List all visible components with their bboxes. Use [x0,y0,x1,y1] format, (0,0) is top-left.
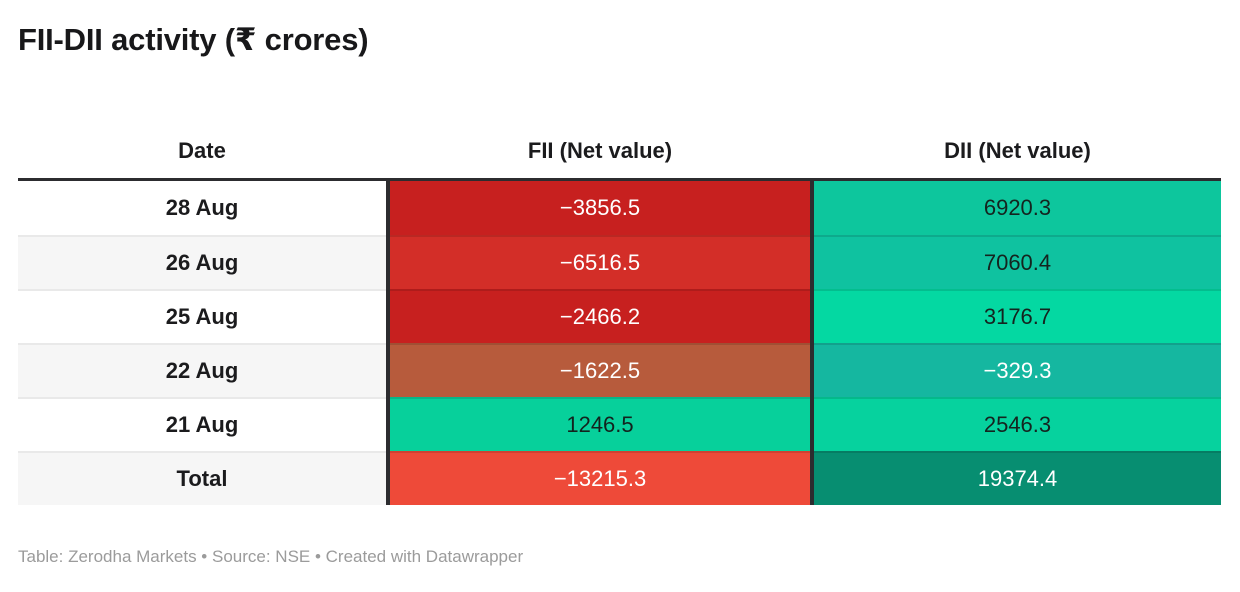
fii-value-cell: 1246.5 [390,397,810,451]
column-separator [810,289,814,343]
column-separator [386,397,390,451]
dii-value-cell: 3176.7 [814,289,1221,343]
dii-value-cell: 6920.3 [814,181,1221,235]
table-row: 26 Aug −6516.5 7060.4 [18,235,1221,289]
dii-value-cell: −329.3 [814,343,1221,397]
column-header-fii: FII (Net value) [527,138,673,163]
fii-value-cell: −13215.3 [390,451,810,505]
fii-value-cell: −3856.5 [390,181,810,235]
chart-title: FII-DII activity (₹ crores) [18,22,369,57]
date-cell: 22 Aug [18,343,386,397]
column-separator [386,289,390,343]
table-row: 28 Aug −3856.5 6920.3 [18,181,1221,235]
column-header-dii: DII (Net value) [944,138,1091,163]
column-separator [810,181,814,235]
data-table: Date FII (Net value) DII (Net value) 28 … [18,124,1221,505]
column-separator [386,343,390,397]
column-separator [810,235,814,289]
column-separator [386,181,390,235]
dii-value-cell: 2546.3 [814,397,1221,451]
table-body: 28 Aug −3856.5 6920.3 26 Aug −6516.5 7060.4 25… [18,181,1221,505]
column-separator [386,451,390,505]
column-separator [810,343,814,397]
table-row: 25 Aug −2466.2 3176.7 [18,289,1221,343]
fii-value-cell: −1622.5 [390,343,810,397]
column-separator [810,397,814,451]
date-cell: 21 Aug [18,397,386,451]
dii-value-cell: 7060.4 [814,235,1221,289]
fii-value-cell: −6516.5 [390,235,810,289]
table-row: 21 Aug 1246.5 2546.3 [18,397,1221,451]
column-separator [386,235,390,289]
table-row: 22 Aug −1622.5 −329.3 [18,343,1221,397]
table-row: Total −13215.3 19374.4 [18,451,1221,505]
date-cell: 26 Aug [18,235,386,289]
table-header-row: Date FII (Net value) DII (Net value) [18,124,1221,181]
column-header-date: Date [178,138,226,163]
attribution-footer: Table: Zerodha Markets • Source: NSE • C… [18,547,524,566]
date-cell: 28 Aug [18,181,386,235]
column-separator [810,451,814,505]
date-cell: Total [18,451,386,505]
date-cell: 25 Aug [18,289,386,343]
dii-value-cell: 19374.4 [814,451,1221,505]
fii-value-cell: −2466.2 [390,289,810,343]
